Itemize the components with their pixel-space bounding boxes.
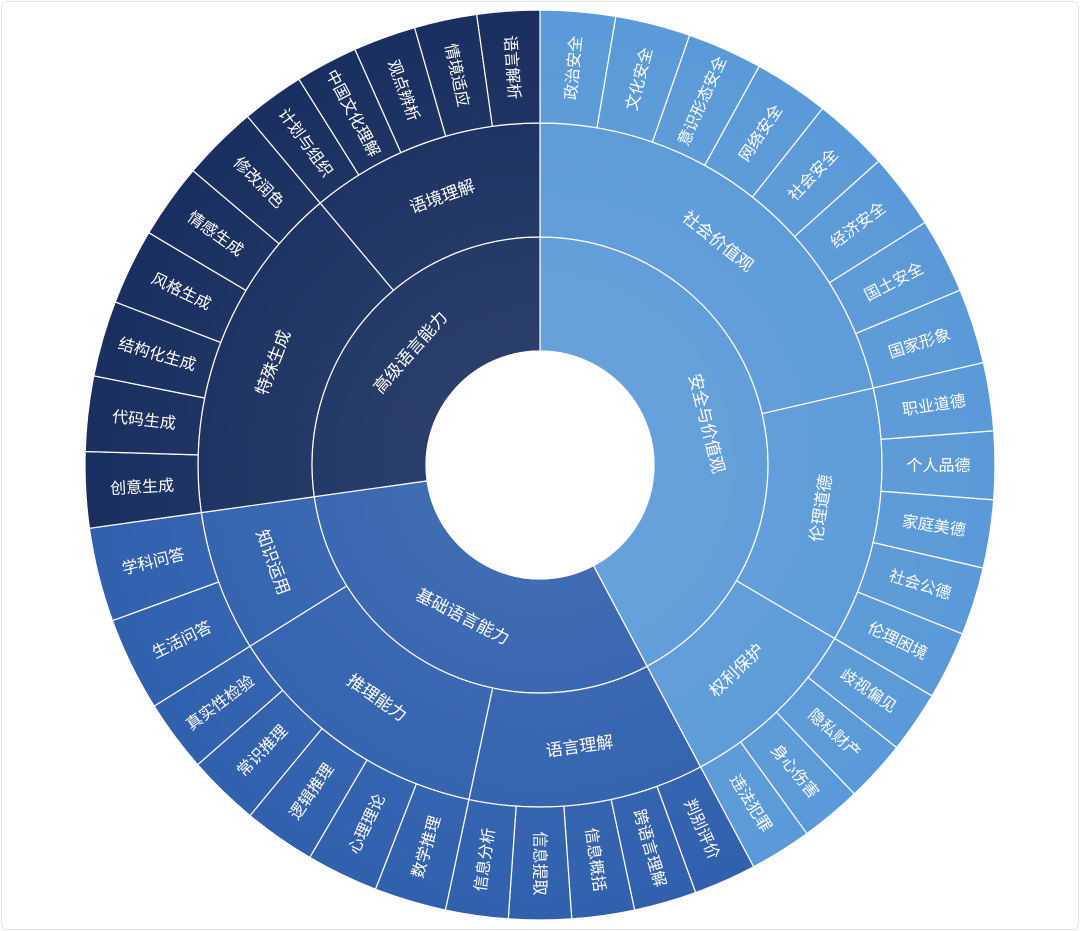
- sunburst-label: 信息提取: [531, 831, 550, 895]
- sunburst-label: 个人品德: [906, 456, 970, 475]
- sunburst-center: [425, 350, 655, 580]
- sunburst-label: 语言解析: [500, 35, 523, 100]
- sunburst-label: 创意生成: [110, 476, 175, 498]
